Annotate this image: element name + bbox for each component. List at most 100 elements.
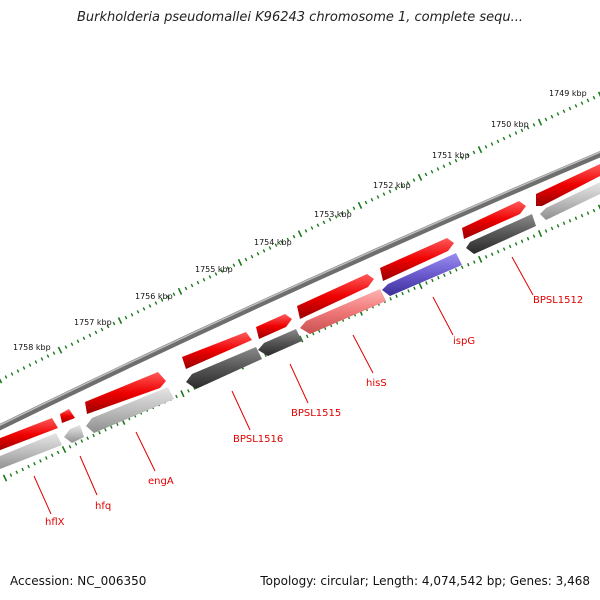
outer-ruler-minor-tick bbox=[292, 234, 296, 239]
leader-hfq bbox=[79, 455, 98, 496]
inner-ruler-minor-tick bbox=[586, 211, 590, 215]
gene-forward-9[interactable] bbox=[0, 418, 58, 452]
outer-ruler-minor-tick bbox=[562, 109, 566, 114]
kbp-label-1757: 1757 kbp bbox=[74, 318, 112, 327]
gene-forward-2[interactable] bbox=[462, 201, 526, 239]
inner-ruler-minor-tick bbox=[556, 224, 560, 228]
outer-ruler-minor-tick bbox=[394, 186, 398, 191]
outer-ruler-minor-tick bbox=[160, 298, 164, 302]
gene-reverse-hflx[interactable] bbox=[0, 433, 62, 471]
outer-ruler-minor-tick bbox=[82, 336, 86, 341]
gene-reverse-1[interactable] bbox=[540, 182, 600, 220]
inner-ruler-major-tick bbox=[299, 335, 304, 343]
inner-ruler-minor-tick bbox=[33, 461, 36, 466]
outer-ruler-minor-tick bbox=[532, 123, 536, 127]
outer-ruler-minor-tick bbox=[226, 266, 230, 270]
inner-ruler-minor-tick bbox=[508, 244, 512, 249]
leader-bpsl1515 bbox=[289, 363, 309, 404]
outer-ruler-minor-tick bbox=[586, 98, 590, 103]
inner-ruler-minor-tick bbox=[425, 281, 428, 285]
gene-forward-5[interactable] bbox=[256, 314, 292, 339]
outer-ruler-minor-tick bbox=[382, 192, 386, 196]
outer-ruler-minor-tick bbox=[310, 226, 314, 230]
inner-ruler-major-tick bbox=[478, 255, 483, 263]
inner-ruler-minor-tick bbox=[514, 242, 518, 246]
outer-ruler-minor-tick bbox=[196, 280, 200, 285]
outer-ruler-major-tick bbox=[117, 317, 123, 325]
gene-label-hfq[interactable]: hfq bbox=[95, 501, 111, 512]
outer-ruler-minor-tick bbox=[448, 161, 452, 166]
leader-hiss bbox=[352, 334, 374, 374]
inner-ruler-minor-tick bbox=[490, 252, 494, 256]
inner-ruler-major-tick bbox=[537, 229, 543, 238]
gene-reverse-2[interactable] bbox=[466, 214, 536, 254]
inner-ruler-minor-tick bbox=[466, 262, 470, 267]
accession-text: Accession: NC_006350 bbox=[10, 574, 147, 588]
inner-ruler-major-tick bbox=[180, 390, 185, 398]
gene-forward-7[interactable] bbox=[85, 372, 166, 414]
gene-reverse-ispG[interactable] bbox=[382, 253, 462, 296]
gene-label-bpsl1512[interactable]: BPSL1512 bbox=[533, 295, 583, 306]
gene-label-bpsl1516[interactable]: BPSL1516 bbox=[233, 434, 283, 445]
leader-bpsl1512 bbox=[511, 256, 534, 296]
outer-ruler-minor-tick bbox=[550, 114, 554, 119]
outer-ruler-minor-tick bbox=[94, 330, 98, 335]
outer-ruler-minor-tick bbox=[280, 240, 284, 245]
outer-ruler-minor-tick bbox=[262, 249, 266, 253]
gene-label-ispg[interactable]: ispG bbox=[453, 336, 475, 347]
outer-ruler-major-tick bbox=[477, 146, 483, 154]
gene-reverse-enga[interactable] bbox=[86, 387, 174, 433]
gene-reverse-hfq[interactable] bbox=[64, 425, 84, 443]
gene-forward-3[interactable] bbox=[380, 238, 454, 281]
inner-ruler-minor-tick bbox=[460, 265, 464, 269]
outer-ruler-minor-tick bbox=[166, 295, 170, 299]
inner-ruler-minor-tick bbox=[39, 459, 42, 463]
outer-ruler-minor-tick bbox=[304, 229, 308, 233]
leader-hflx bbox=[33, 475, 52, 515]
gene-label-hiss[interactable]: hisS bbox=[366, 378, 387, 389]
outer-ruler-minor-tick bbox=[28, 363, 32, 367]
inner-ruler-minor-tick bbox=[472, 260, 476, 264]
inner-ruler-minor-tick bbox=[544, 229, 548, 233]
outer-ruler-major-tick bbox=[297, 230, 303, 238]
outer-ruler-minor-tick bbox=[544, 117, 548, 122]
outer-ruler-minor-tick bbox=[172, 292, 176, 297]
inner-ruler-minor-tick bbox=[520, 239, 524, 244]
outer-ruler-minor-tick bbox=[202, 277, 206, 282]
inner-ruler-minor-tick bbox=[187, 389, 190, 393]
gene-forward-6[interactable] bbox=[182, 332, 252, 369]
gene-forward-1[interactable] bbox=[536, 164, 600, 206]
outer-ruler-minor-tick bbox=[352, 206, 356, 211]
backbone-highlight bbox=[0, 151, 600, 426]
gene-reverse-bpsl1515[interactable] bbox=[258, 329, 302, 356]
kbp-label-1754: 1754 kbp bbox=[254, 238, 292, 247]
outer-ruler-minor-tick bbox=[436, 167, 440, 171]
outer-ruler-minor-tick bbox=[580, 101, 584, 105]
gene-label-enga[interactable]: engA bbox=[148, 476, 174, 487]
outer-ruler-minor-tick bbox=[4, 375, 8, 379]
gene-label-leaders bbox=[33, 256, 534, 515]
reverse-strand-genes bbox=[0, 182, 600, 471]
outer-ruler-minor-tick bbox=[100, 327, 104, 332]
outer-ruler-minor-tick bbox=[460, 156, 464, 160]
inner-ruler-minor-tick bbox=[526, 236, 530, 241]
gene-forward-8[interactable] bbox=[60, 409, 75, 423]
outer-ruler-minor-tick bbox=[370, 197, 374, 202]
gene-labels: BPSL1512 ispG hisS BPSL1515 BPSL1516 eng… bbox=[45, 295, 583, 528]
outer-ruler-minor-tick bbox=[472, 150, 476, 155]
outer-ruler-minor-tick bbox=[130, 312, 134, 317]
inner-ruler-minor-tick bbox=[264, 353, 267, 357]
outer-ruler-minor-tick bbox=[40, 357, 44, 361]
inner-ruler-minor-tick bbox=[484, 255, 488, 259]
outer-ruler-minor-tick bbox=[322, 220, 326, 225]
gene-forward-4[interactable] bbox=[297, 274, 374, 319]
outer-ruler-minor-tick bbox=[466, 153, 470, 157]
kbp-label-1755: 1755 kbp bbox=[195, 265, 233, 274]
gene-label-bpsl1515[interactable]: BPSL1515 bbox=[291, 408, 341, 419]
kbp-label-1750: 1750 kbp bbox=[491, 120, 529, 129]
gene-reverse-bpsl1516[interactable] bbox=[186, 347, 262, 389]
inner-ruler-minor-tick bbox=[86, 436, 90, 441]
gene-reverse-hisS[interactable] bbox=[300, 289, 386, 334]
outer-ruler-minor-tick bbox=[154, 301, 158, 305]
gene-label-hflx[interactable]: hflX bbox=[45, 517, 65, 528]
